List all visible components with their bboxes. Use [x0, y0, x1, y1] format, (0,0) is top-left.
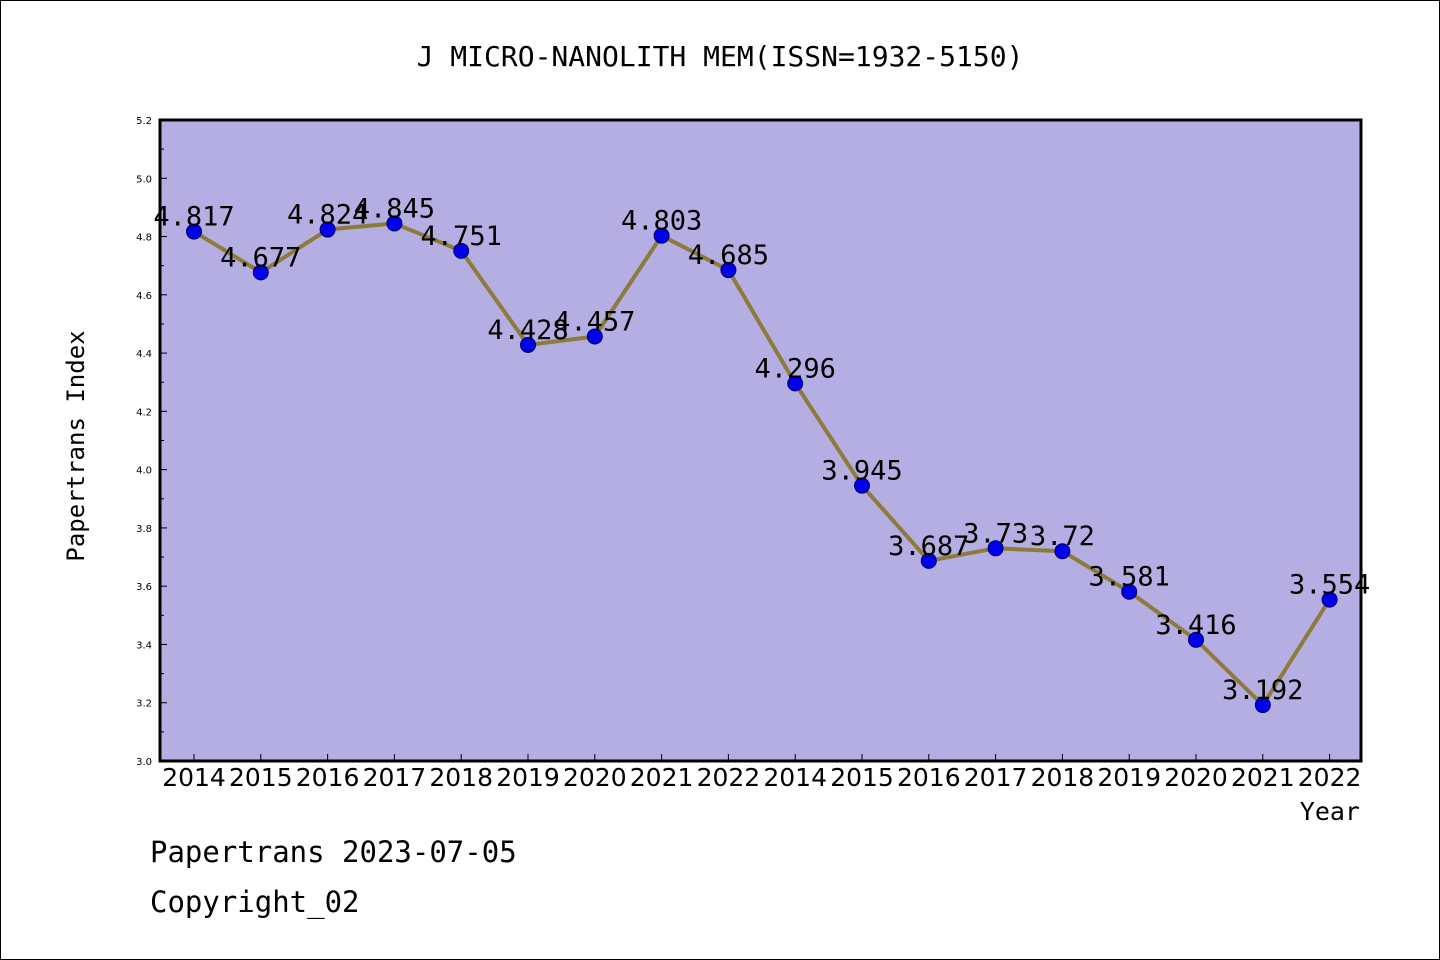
data-point [386, 215, 403, 232]
data-label: 3.554 [1289, 570, 1370, 601]
data-label: 4.817 [153, 202, 234, 233]
data-label: 3.945 [821, 456, 902, 487]
x-tick-label: 2017 [964, 763, 1028, 792]
chart-title: J MICRO-NANOLITH MEM(ISSN=1932-5150) [417, 40, 1024, 73]
x-tick-label: 2015 [229, 763, 293, 792]
data-point [186, 223, 202, 240]
data-point [1254, 697, 1271, 714]
x-tick-label: 2021 [630, 763, 694, 792]
data-label: 3.192 [1222, 675, 1303, 706]
footer-copyright: Copyright_02 [150, 885, 360, 919]
x-tick-label: 2022 [697, 763, 761, 792]
y-tick-label: 4.4 [136, 349, 152, 360]
data-label: 4.677 [220, 242, 301, 273]
x-tick-label: 2016 [897, 763, 961, 792]
data-label: 3.416 [1155, 610, 1236, 641]
data-label: 4.457 [554, 306, 635, 337]
x-tick-label: 2022 [1298, 763, 1362, 792]
data-label: 4.824 [287, 200, 368, 231]
y-tick-label: 5.0 [136, 174, 152, 185]
data-point [1054, 543, 1071, 560]
series-line [192, 221, 1332, 708]
x-tick-label: 2019 [1097, 763, 1161, 792]
footer-date: Papertrans 2023-07-05 [150, 835, 517, 869]
y-tick-label: 4.0 [136, 466, 152, 477]
plot-border [158, 118, 1363, 763]
data-label: 4.803 [621, 206, 702, 237]
data-point [520, 336, 536, 353]
data-point [720, 262, 737, 279]
data-point [653, 227, 670, 244]
data-label: 4.751 [421, 221, 502, 252]
y-tick-label: 4.8 [136, 233, 152, 244]
data-point [319, 221, 336, 238]
data-label: 4.685 [688, 240, 769, 271]
data-label: 3.687 [888, 531, 969, 562]
x-tick-label: 2020 [1164, 763, 1228, 792]
y-tick-label: 5.2 [136, 116, 152, 127]
x-tick-label: 2019 [496, 763, 560, 792]
data-label: 4.428 [487, 315, 568, 346]
data-point [920, 552, 937, 569]
x-tick-label: 2014 [763, 763, 827, 792]
x-tick-label: 2015 [830, 763, 894, 792]
y-tick-label: 3.4 [136, 640, 152, 651]
data-point [1188, 631, 1204, 648]
data-point [1121, 583, 1138, 600]
data-point [453, 242, 470, 259]
data-point [1321, 591, 1338, 608]
x-axis-label: Year [1300, 797, 1360, 826]
data-point [854, 477, 870, 494]
y-tick-label: 3.8 [136, 524, 152, 535]
y-tick-label: 4.2 [136, 407, 152, 418]
data-point [586, 328, 603, 345]
x-tick-label: 2021 [1231, 763, 1295, 792]
y-tick-label: 3.6 [136, 582, 152, 593]
x-tick-label: 2018 [1031, 763, 1095, 792]
x-tick-label: 2018 [429, 763, 493, 792]
data-label: 3.73 [963, 518, 1028, 549]
data-label: 3.72 [1030, 521, 1095, 552]
data-label: 4.845 [354, 193, 435, 224]
y-tick-label: 4.6 [136, 291, 152, 302]
y-tick-label: 3.2 [136, 699, 152, 710]
x-tick-label: 2016 [296, 763, 360, 792]
y-axis-label: Papertrans Index [62, 330, 90, 561]
x-tick-label: 2020 [563, 763, 627, 792]
data-point [787, 375, 804, 392]
data-point [987, 540, 1004, 557]
data-label: 4.296 [755, 353, 836, 384]
x-tick-label: 2017 [363, 763, 427, 792]
y-tick-label: 3.0 [136, 757, 152, 768]
data-point [252, 264, 269, 281]
data-label: 3.581 [1089, 562, 1170, 593]
x-tick-label: 2014 [162, 763, 226, 792]
